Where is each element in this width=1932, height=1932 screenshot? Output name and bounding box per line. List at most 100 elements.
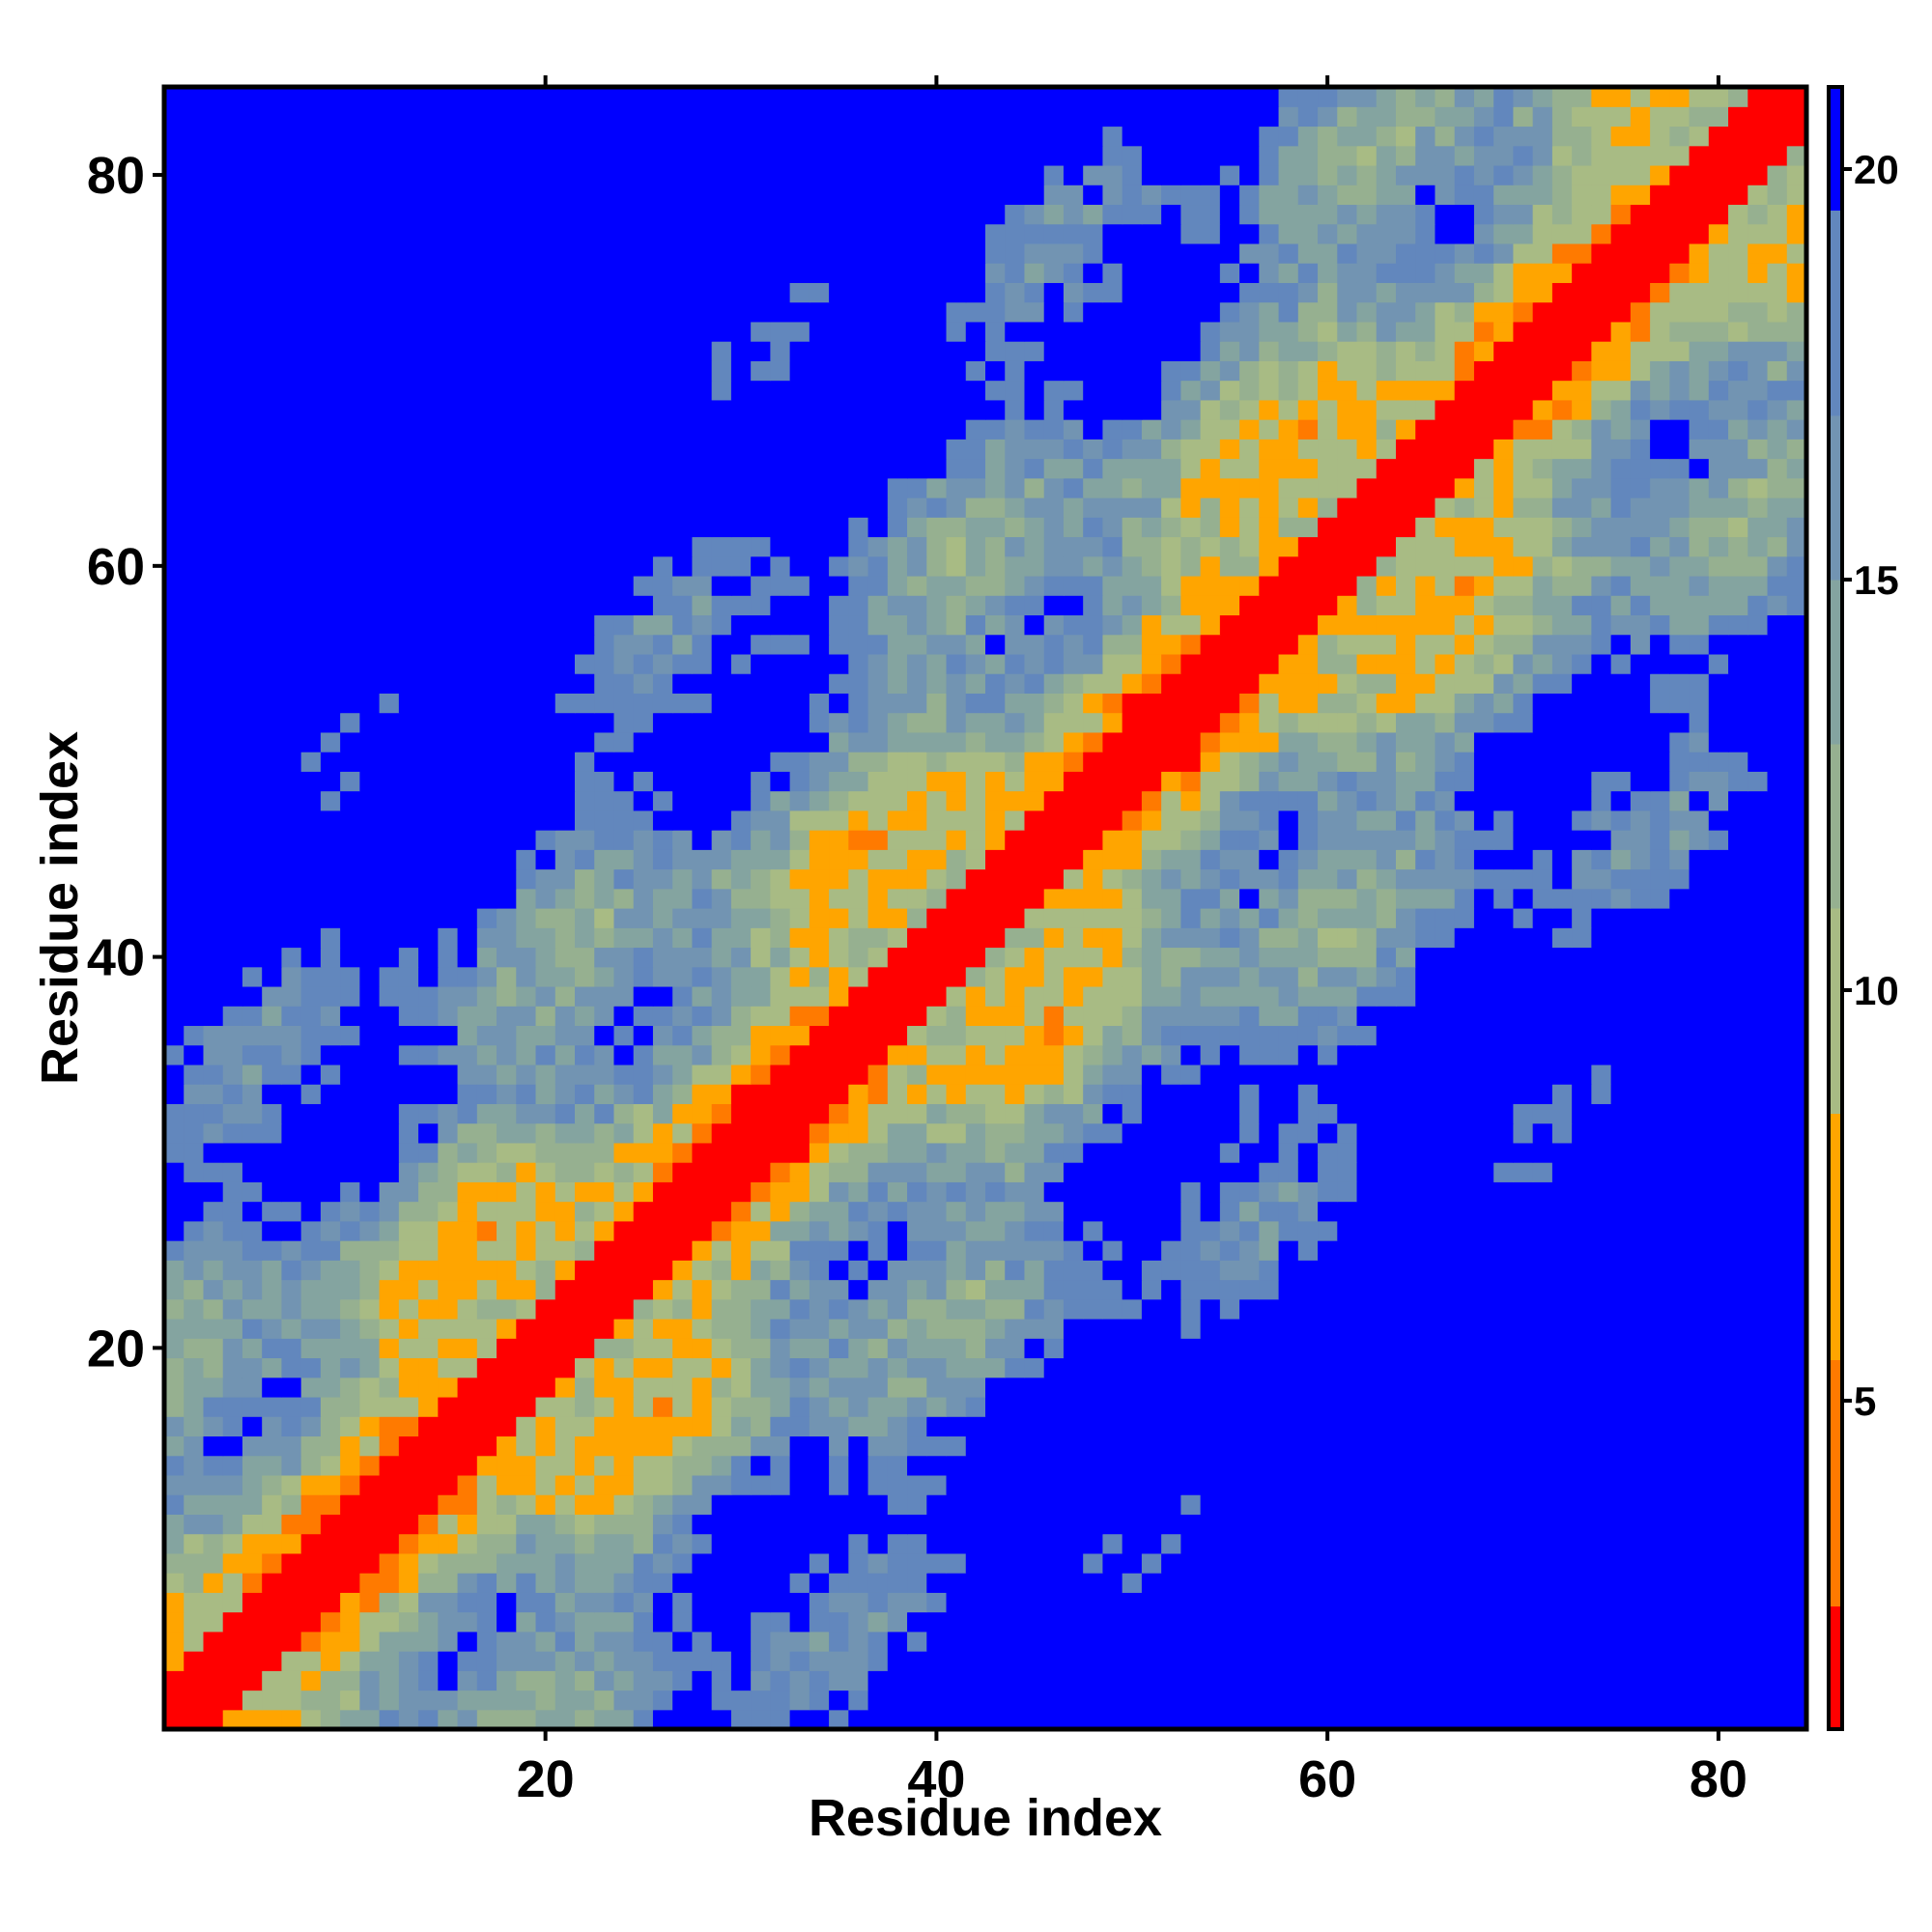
heatmap-cell [1473,752,1494,772]
heatmap-cell [359,712,381,733]
heatmap-cell [1063,1162,1084,1182]
heatmap-cell [1024,888,1045,909]
heatmap-cell [711,1201,732,1222]
heatmap-cell [1591,908,1612,928]
heatmap-cell [1356,927,1378,949]
heatmap-cell [770,1377,791,1398]
heatmap-cell [1473,1533,1494,1554]
heatmap-cell [1747,731,1769,753]
heatmap-cell [476,614,497,636]
heatmap-cell [1630,1006,1651,1027]
heatmap-cell [497,771,517,792]
heatmap-cell [497,1611,517,1633]
heatmap-cell [907,752,927,772]
heatmap-cell [907,1533,927,1554]
heatmap-cell [359,1260,381,1281]
heatmap-cell [789,830,810,850]
heatmap-cell [1454,966,1475,987]
heatmap-cell [692,985,713,1007]
heatmap-cell [1005,614,1026,636]
heatmap-cell [1551,1592,1573,1613]
heatmap-cell [848,1494,869,1515]
heatmap-cell [770,966,791,987]
heatmap-cell [1083,1533,1104,1554]
heatmap-cell [1610,810,1632,831]
heatmap-cell [809,653,830,674]
heatmap-cell [359,947,381,968]
heatmap-cell [848,1552,869,1574]
heatmap-cell [1532,1396,1553,1417]
heatmap-cell [965,1122,986,1144]
heatmap-cell [1473,1651,1494,1671]
heatmap-cell [926,790,948,811]
heatmap-cell [1650,790,1670,811]
heatmap-cell [1259,1690,1280,1711]
heatmap-cell [476,595,497,616]
heatmap-cell [242,1279,263,1300]
heatmap-cell [418,731,439,753]
heatmap-cell [711,1220,732,1241]
heatmap-cell [242,908,263,928]
heatmap-cell [1708,1162,1729,1182]
heatmap-cell [418,1631,439,1652]
heatmap-cell [1610,1514,1632,1535]
heatmap-cell [1630,693,1651,714]
heatmap-cell [1043,1298,1065,1320]
heatmap-cell [184,771,205,792]
heatmap-cell [1572,1533,1592,1554]
heatmap-cell [613,868,635,890]
heatmap-cell [497,731,517,753]
heatmap-cell [809,1651,830,1671]
heatmap-cell [1689,1084,1710,1104]
heatmap-cell [1747,927,1769,949]
heatmap-cell [1493,1670,1515,1691]
heatmap-cell [848,1709,869,1730]
heatmap-cell [1219,752,1240,772]
heatmap-cell [222,1338,243,1359]
heatmap-cell [633,1084,654,1104]
heatmap-cell [516,1279,537,1300]
heatmap-cell [184,947,205,968]
heatmap-cell [1473,693,1494,714]
heatmap-cell [398,555,419,577]
heatmap-cell [672,634,694,655]
heatmap-cell [1005,1338,1026,1359]
heatmap-cell [652,1103,673,1124]
heatmap-cell [926,1338,948,1359]
heatmap-cell [516,1181,537,1203]
heatmap-cell [1200,1162,1221,1182]
heatmap-cell [633,1122,654,1144]
heatmap-cell [594,1260,615,1281]
heatmap-cell [1318,1298,1338,1320]
heatmap-cell [535,1162,556,1182]
heatmap-cell [1239,1298,1260,1320]
heatmap-cell [320,1611,341,1633]
heatmap-cell [398,1006,419,1027]
heatmap-cell [1591,1064,1612,1085]
heatmap-cell [535,908,556,928]
heatmap-cell [1180,790,1202,811]
heatmap-cell [1005,673,1026,694]
heatmap-cell [1630,712,1651,733]
heatmap-cell [203,1416,224,1437]
heatmap-cell [1767,1455,1788,1476]
heatmap-cell [1083,731,1104,753]
heatmap-cell [1005,693,1026,714]
heatmap-cell [1493,1552,1515,1574]
heatmap-cell [1591,1338,1612,1359]
heatmap-cell [262,1162,283,1182]
heatmap-cell [184,1044,205,1065]
heatmap-cell [418,1611,439,1633]
heatmap-cell [1396,927,1416,949]
heatmap-cell [1747,810,1769,831]
heatmap-cell [1454,693,1475,714]
heatmap-cell [1532,1455,1553,1476]
heatmap-cell [1669,888,1690,909]
heatmap-cell [633,1514,654,1535]
heatmap-cell [1591,1279,1612,1300]
heatmap-cell [1767,1709,1788,1730]
heatmap-cell [1493,810,1515,831]
heatmap-cell [985,1377,1006,1398]
heatmap-cell [652,1006,673,1027]
heatmap-cell [1063,1122,1084,1144]
